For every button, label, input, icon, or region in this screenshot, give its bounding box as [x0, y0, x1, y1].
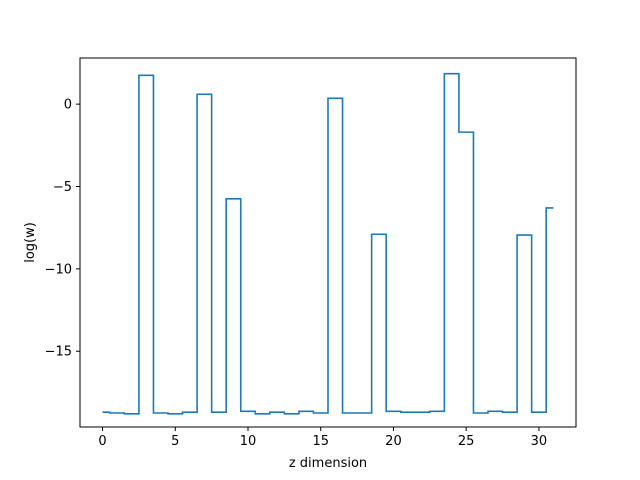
y-tick-label: −10 [45, 262, 72, 277]
x-tick-label: 15 [312, 434, 329, 449]
x-tick-label: 20 [385, 434, 402, 449]
x-tick-label: 0 [98, 434, 106, 449]
y-axis-ticks: 0 −5 −10 −15 [45, 98, 80, 360]
y-axis-label: log(w) [23, 222, 38, 263]
y-tick-label: −5 [53, 180, 72, 195]
plot-area [102, 72, 554, 415]
x-tick-label: 10 [240, 434, 257, 449]
x-axis-ticks: 0 5 10 15 20 25 30 [98, 427, 547, 449]
series-line-0 [102, 72, 554, 415]
x-tick-label: 5 [171, 434, 179, 449]
x-tick-label: 25 [458, 434, 475, 449]
y-tick-label: −15 [45, 345, 72, 360]
x-tick-label: 30 [531, 434, 548, 449]
x-axis-label: z dimension [289, 456, 367, 471]
axes-frame [79, 57, 577, 428]
y-tick-label: 0 [64, 98, 72, 113]
